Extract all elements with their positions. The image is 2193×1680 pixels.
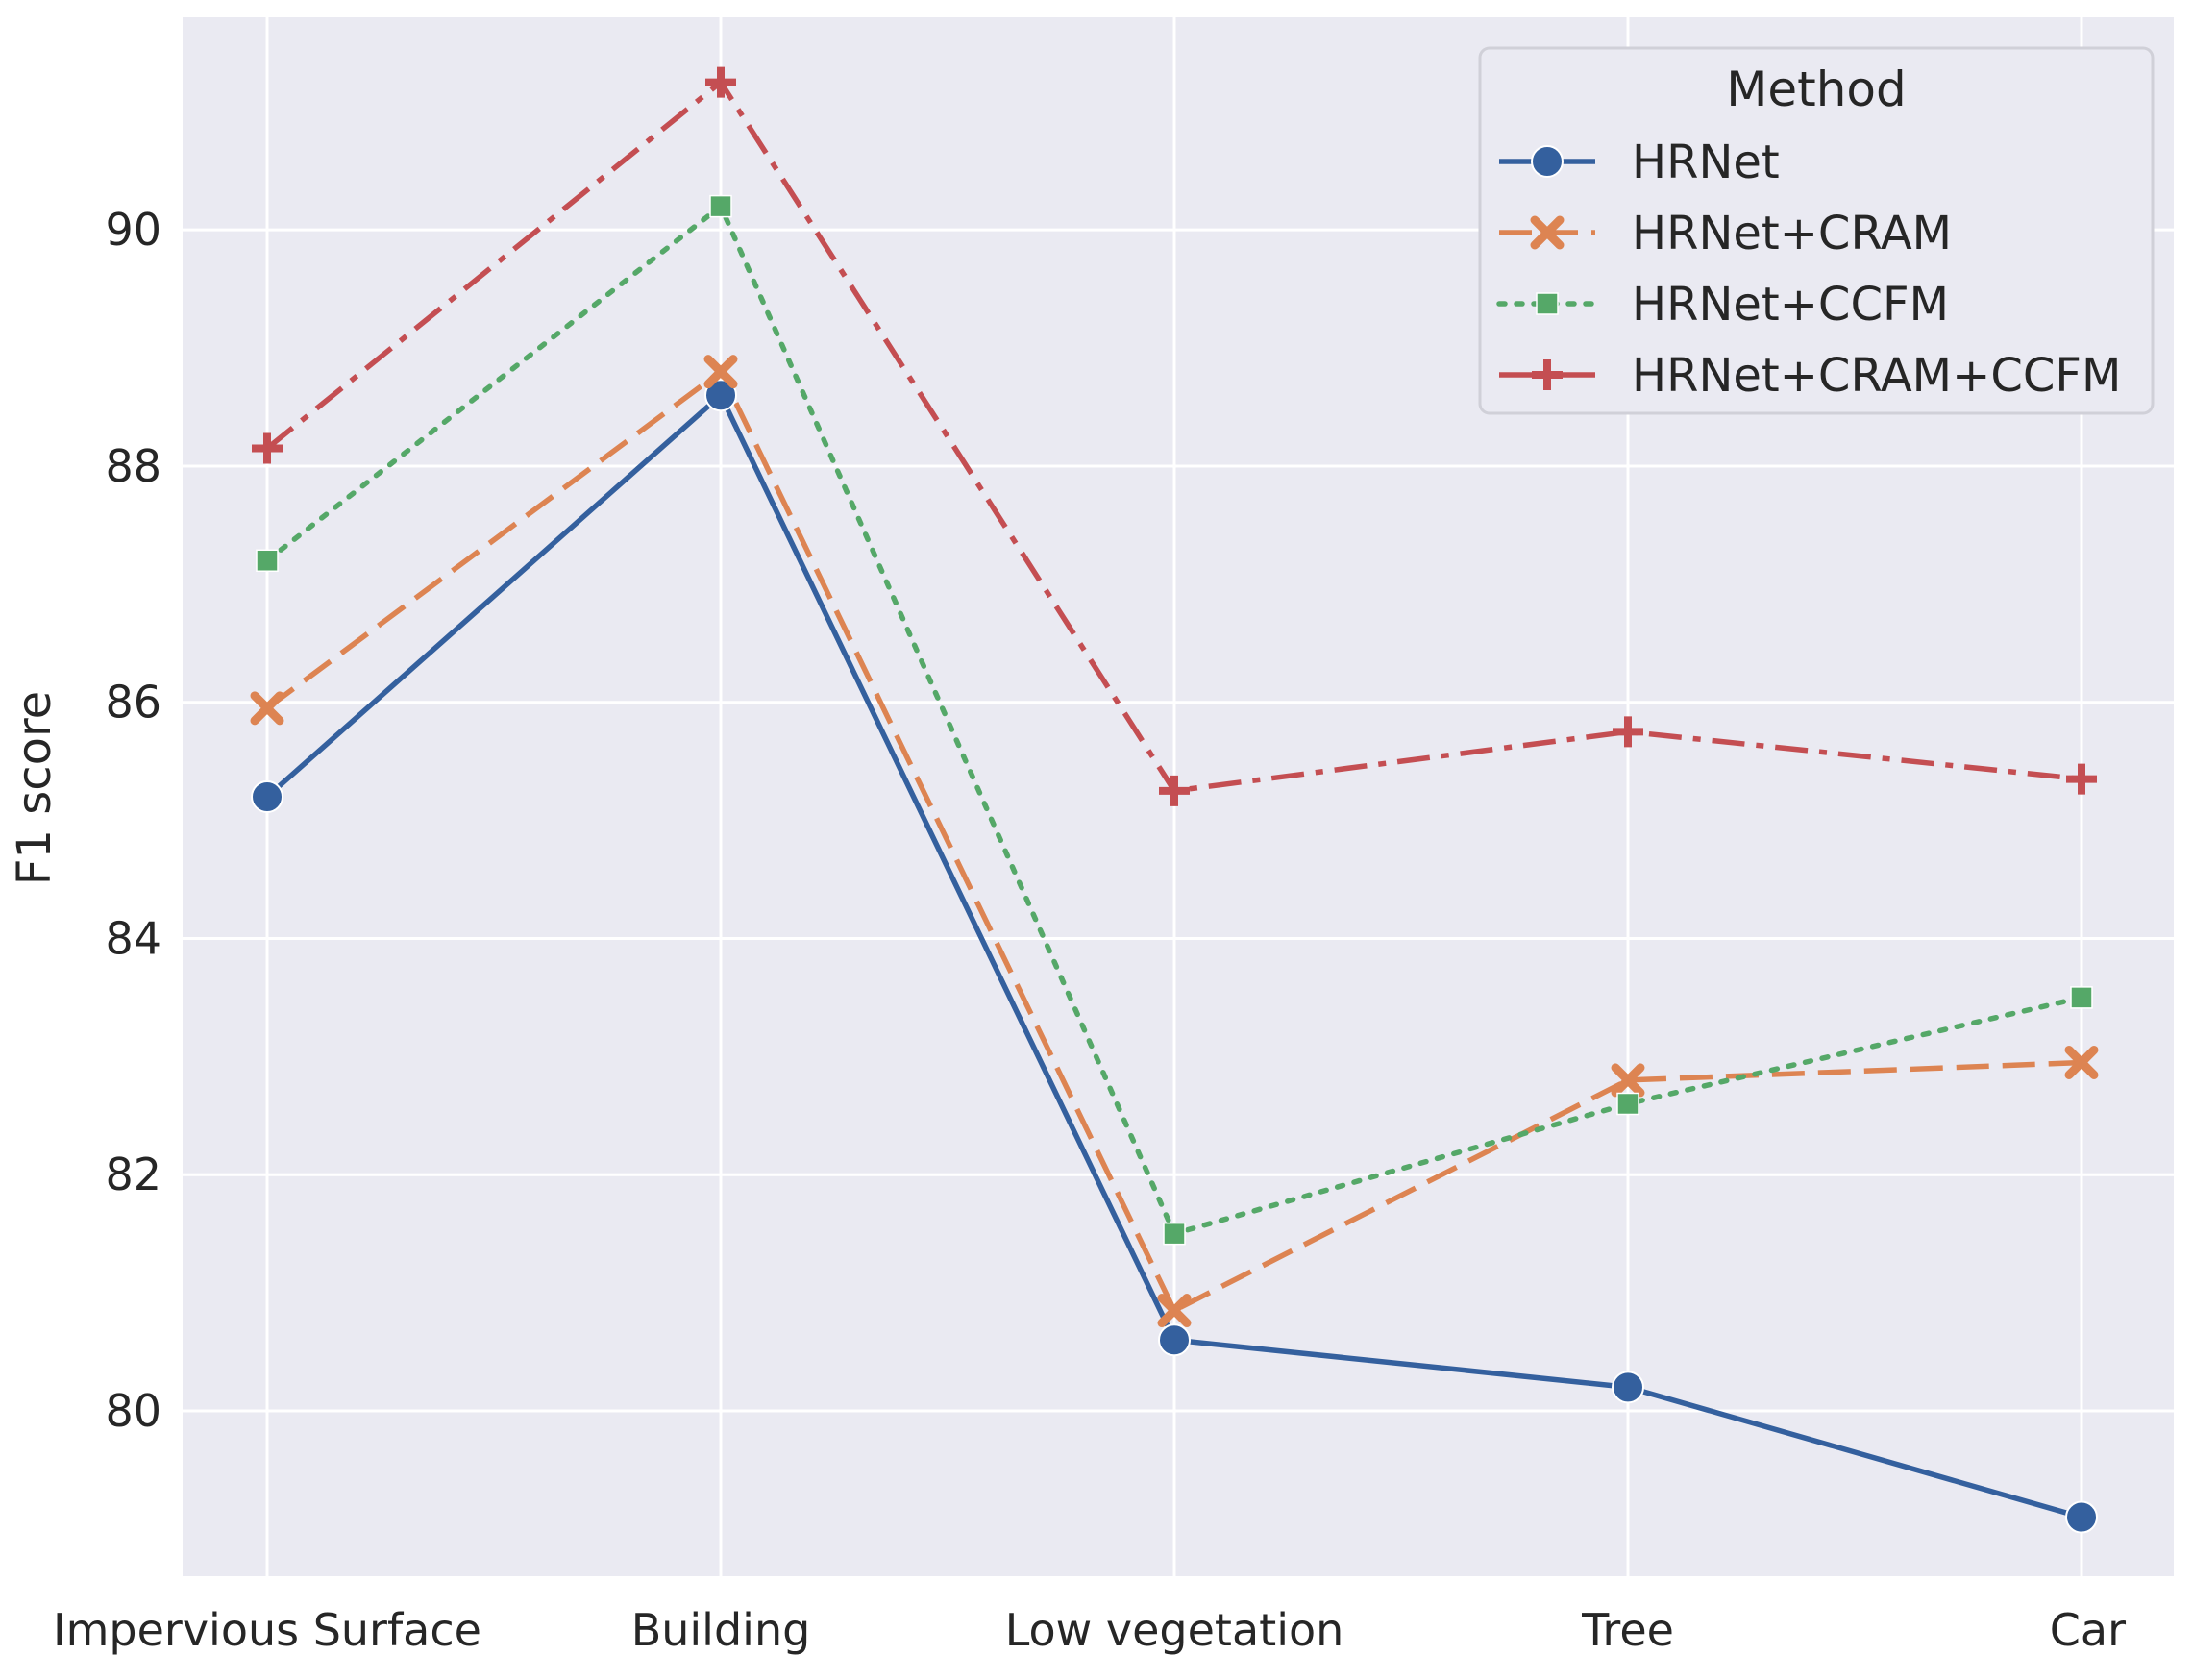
y-tick-label: 84 [105, 912, 161, 964]
data-point-hrnet-cram-ccfm [705, 66, 736, 98]
data-point-hrnet-ccfm [256, 549, 279, 572]
x-tick-label: Building [631, 1604, 811, 1656]
data-point-hrnet-cram [2064, 1045, 2099, 1079]
y-tick-label: 90 [105, 204, 161, 256]
data-point-hrnet-cram-ccfm [2066, 763, 2097, 795]
x-tick-label: Impervious Surface [53, 1604, 481, 1656]
legend-title: Method [1726, 62, 1907, 117]
legend-item-hrnet-cram: HRNet+CRAM [1499, 207, 1952, 260]
marker-stroke [1611, 1063, 1645, 1098]
series-line-hrnet-cram [265, 368, 2082, 1314]
y-tick-label: 82 [105, 1149, 161, 1200]
data-point-hrnet-cram-ccfm [252, 432, 283, 464]
marker-stroke [1157, 1294, 1192, 1328]
grid-lines [183, 17, 2174, 1576]
data-point-hrnet [2065, 1500, 2098, 1534]
legend: Method HRNet HRNet+CRAM HRNet+CCFM HRNet+CR… [1478, 46, 2155, 415]
data-point-hrnet [1612, 1371, 1644, 1404]
legend-marker [1532, 359, 1563, 390]
data-point-hrnet-ccfm [2070, 986, 2093, 1009]
x-tick-label: Car [2050, 1604, 2126, 1656]
data-point-hrnet-cram [703, 355, 738, 389]
marker-stroke [250, 691, 284, 726]
y-axis-label: F1 score [8, 691, 62, 885]
y-axis-ticks: 80 82 84 86 88 90 [105, 204, 161, 1437]
data-point-hrnet [251, 780, 283, 813]
y-tick-label: 80 [105, 1385, 161, 1437]
data-point-hrnet-ccfm [1163, 1222, 1186, 1246]
legend-marker [1530, 215, 1565, 250]
data-point-hrnet-cram [250, 691, 284, 726]
legend-label: HRNet+CCFM [1632, 278, 1949, 332]
data-point-hrnet [1158, 1323, 1191, 1357]
data-point-hrnet-ccfm [1616, 1092, 1639, 1116]
y-tick-label: 88 [105, 440, 161, 492]
legend-items: HRNet HRNet+CRAM HRNet+CCFM HRNet+CRAM+CCFM [1496, 136, 2121, 403]
legend-marker [1536, 292, 1559, 315]
legend-label: HRNet [1632, 136, 1780, 189]
x-tick-label: Low vegetation [1005, 1604, 1344, 1656]
legend-label: HRNet+CRAM [1632, 207, 1952, 260]
legend-marker [1531, 145, 1564, 178]
data-point-hrnet-cram [1611, 1063, 1645, 1098]
legend-box [1478, 46, 2155, 415]
x-tick-label: Tree [1581, 1604, 1674, 1656]
marker-stroke [1530, 215, 1565, 250]
marker-stroke [2064, 1045, 2099, 1079]
data-point-hrnet-cram-ccfm [1613, 716, 1643, 748]
data-point-hrnet-cram-ccfm [1159, 775, 1190, 806]
legend-item-hrnet: HRNet [1499, 136, 1780, 189]
y-tick-label: 86 [105, 677, 161, 729]
data-point-hrnet-cram [1157, 1294, 1192, 1328]
data-point-hrnet [704, 379, 737, 412]
x-axis-ticks: Impervious Surface Building Low vegetation… [53, 1604, 2126, 1656]
marker-stroke [703, 355, 738, 389]
data-point-hrnet-ccfm [709, 194, 732, 218]
legend-item-hrnet-ccfm: HRNet+CCFM [1496, 278, 1949, 332]
legend-label: HRNet+CRAM+CCFM [1632, 349, 2121, 403]
series-markers [250, 66, 2099, 1534]
legend-item-hrnet-cram-ccfm: HRNet+CRAM+CCFM [1499, 349, 2121, 403]
